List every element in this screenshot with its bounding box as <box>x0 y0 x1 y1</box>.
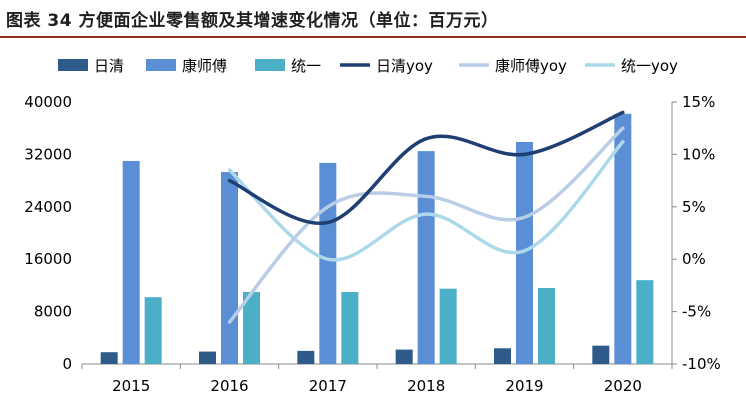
legend-swatch-日清 <box>58 59 88 71</box>
legend-label-统一yoy: 统一yoy <box>621 57 678 75</box>
y2-tick-label: -5% <box>682 303 711 321</box>
legend-swatch-统一 <box>255 59 285 71</box>
bar-日清 <box>297 350 315 364</box>
y-tick-label: 24000 <box>24 198 72 216</box>
y-tick-label: 40000 <box>24 93 72 111</box>
y2-tick-label: 0% <box>682 250 706 268</box>
line-康师傅yoy <box>227 126 625 324</box>
legend-label-统一: 统一 <box>291 57 321 75</box>
y2-tick-label: 15% <box>682 93 715 111</box>
y2-tick-label: -10% <box>682 355 721 373</box>
legend-label-康师傅yoy: 康师傅yoy <box>495 57 567 75</box>
bar-统一 <box>439 288 457 364</box>
y-tick-label: 0 <box>62 355 72 373</box>
x-tick-label: 2016 <box>210 377 248 395</box>
bar-统一 <box>243 291 260 364</box>
bar-统一 <box>341 291 359 364</box>
chart-title: 图表 34 方便面企业零售额及其增速变化情况（单位：百万元） <box>6 11 499 31</box>
bar-日清 <box>199 351 216 364</box>
retail-sales-chart: 0 8000 16000 24000 32000 40000 -10% -5% 0% 5% 10% 1… <box>24 57 721 395</box>
legend-label-日清: 日清 <box>94 57 124 75</box>
y-tick-label: 16000 <box>24 250 72 268</box>
x-tick-label: 2020 <box>604 377 642 395</box>
bar-康师傅 <box>516 141 533 364</box>
y-tick-label: 32000 <box>24 145 72 163</box>
legend-swatch-康师傅 <box>146 59 176 71</box>
y2-tick-label: 5% <box>682 198 706 216</box>
bar-康师傅 <box>614 113 632 364</box>
bar-康师傅 <box>319 162 337 364</box>
line-日清yoy <box>227 110 625 226</box>
bar-康师傅 <box>221 172 238 364</box>
bar-日清 <box>592 345 610 364</box>
x-tick-label: 2017 <box>309 377 347 395</box>
title-rule <box>0 36 746 38</box>
bar-日清 <box>100 352 118 364</box>
bar-康师傅 <box>122 160 140 364</box>
x-tick-label: 2019 <box>505 377 543 395</box>
bar-统一 <box>538 288 555 364</box>
figure-header: 图表 34 方便面企业零售额及其增速变化情况（单位：百万元） <box>0 0 746 38</box>
x-tick-label: 2015 <box>112 377 150 395</box>
bar-日清 <box>494 348 511 364</box>
legend-label-康师傅: 康师傅 <box>182 57 227 75</box>
x-tick-label: 2018 <box>407 377 445 395</box>
bar-统一 <box>144 297 162 364</box>
bar-日清 <box>395 349 413 364</box>
line-统一yoy <box>227 140 625 262</box>
y2-tick-label: 10% <box>682 145 715 163</box>
legend-label-日清yoy: 日清yoy <box>376 57 433 75</box>
bar-康师傅 <box>417 151 435 364</box>
bar-统一 <box>636 280 654 364</box>
y-tick-label: 8000 <box>34 303 72 321</box>
